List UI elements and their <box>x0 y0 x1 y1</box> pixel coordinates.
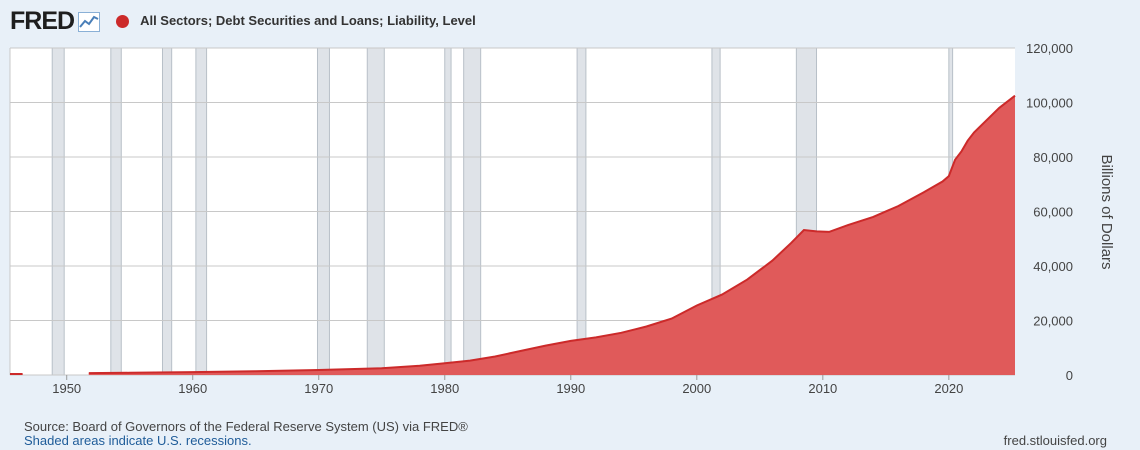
y-axis-label: Billions of Dollars <box>1098 154 1115 269</box>
y-tick-label: 40,000 <box>1033 259 1073 274</box>
series-line <box>88 94 1016 375</box>
fred-url[interactable]: fred.stlouisfed.org <box>1003 433 1107 448</box>
y-tick-label: 120,000 <box>1026 41 1073 56</box>
y-tick-label: 20,000 <box>1033 314 1073 329</box>
y-tick-label: 100,000 <box>1026 96 1073 111</box>
header: FRED All Sectors; Debt Securities and Lo… <box>10 6 476 36</box>
series-area <box>88 95 1015 375</box>
data-series <box>10 94 1016 375</box>
source-text: Source: Board of Governors of the Federa… <box>24 419 468 434</box>
x-tick-label: 1960 <box>178 381 207 396</box>
fred-logo[interactable]: FRED <box>10 7 75 35</box>
x-tick-label: 1950 <box>52 381 81 396</box>
x-tick-label: 2010 <box>808 381 837 396</box>
y-tick-label: 60,000 <box>1033 205 1073 220</box>
series-title[interactable]: All Sectors; Debt Securities and Loans; … <box>140 13 476 28</box>
recession-note-link[interactable]: Shaded areas indicate U.S. recessions. <box>24 433 252 448</box>
x-axis: 1950 1960 1970 1980 1990 2000 2010 2020 <box>52 375 963 396</box>
x-tick-label: 1970 <box>304 381 333 396</box>
x-tick-label: 2020 <box>934 381 963 396</box>
series-legend-dot <box>116 14 130 28</box>
y-tick-label: 0 <box>1066 368 1073 383</box>
y-tick-label: 80,000 <box>1033 150 1073 165</box>
x-tick-label: 2000 <box>682 381 711 396</box>
y-axis: 0 20,000 40,000 60,000 80,000 100,000 120,000 <box>1026 41 1073 383</box>
x-tick-label: 1980 <box>430 381 459 396</box>
line-chart-icon <box>78 12 101 32</box>
x-tick-label: 1990 <box>556 381 585 396</box>
